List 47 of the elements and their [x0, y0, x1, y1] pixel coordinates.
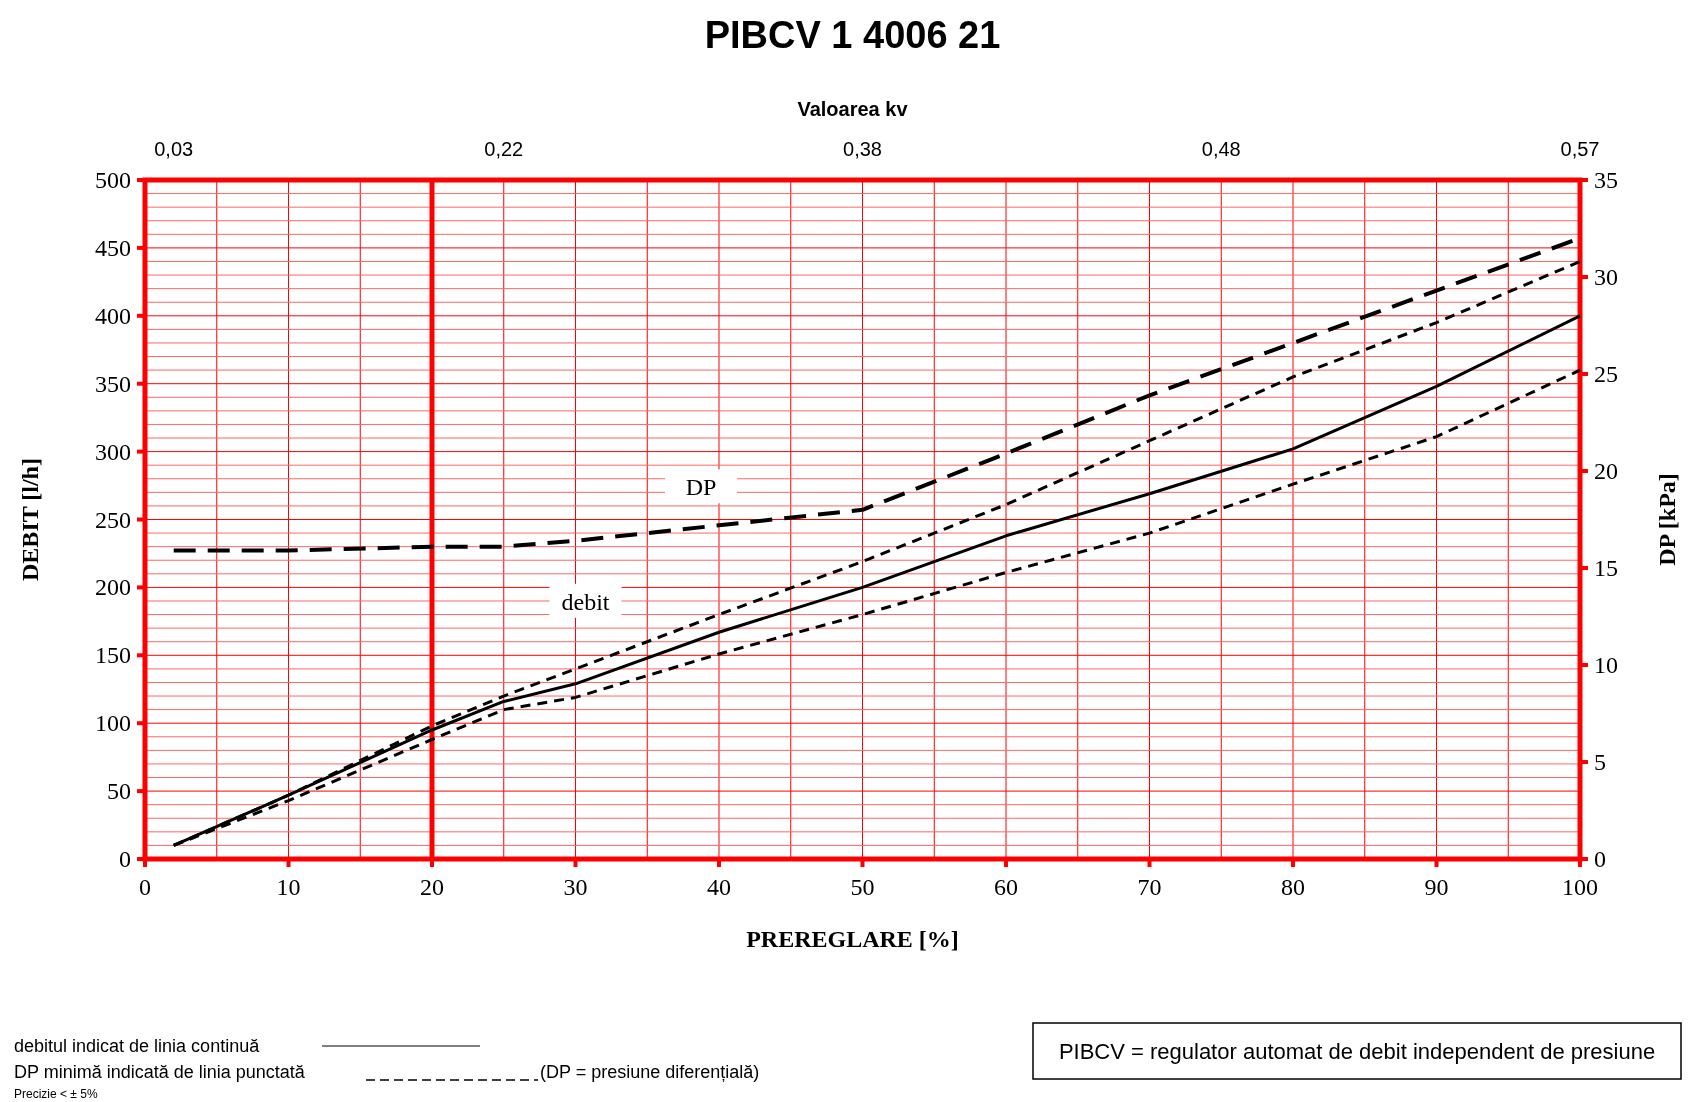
x-tick-label: 0 [139, 874, 151, 900]
text: DP minimă indicată de linia punctată [14, 1062, 306, 1082]
text: (DP = presiune diferențială) [540, 1062, 760, 1082]
y2-tick-label: 0 [1594, 846, 1606, 872]
text: 0,38 [843, 138, 882, 160]
x-tick-label: 30 [563, 874, 588, 900]
y2-tick-label: 5 [1594, 749, 1606, 775]
x-tick-label: 60 [994, 874, 1018, 900]
text: debitul indicat de linia continuă [14, 1036, 261, 1056]
x-tick-label: 100 [1562, 874, 1598, 900]
y-tick-label: 100 [95, 710, 131, 737]
y2-axis-title: DP [kPa] [1654, 473, 1680, 566]
x2-axis-title: Valoarea kv [797, 98, 909, 120]
x-axis-title: PREREGLARE [%] [746, 926, 959, 952]
y-tick-label: 0 [119, 846, 131, 872]
y-tick-label: 450 [95, 234, 131, 261]
x-tick-label: 70 [1137, 874, 1162, 900]
y2-tick-label: 30 [1594, 264, 1618, 290]
chart-title: PIBCV 1 4006 21 [704, 14, 1001, 56]
y-tick-label: 350 [95, 370, 131, 397]
x-tick-label: 10 [276, 874, 301, 900]
y-tick-label: 400 [95, 302, 131, 329]
y2-tick-label: 35 [1594, 167, 1618, 193]
text: PIBCV = regulator automat de debit independent de presiune [1058, 1039, 1656, 1064]
y-tick-label: 50 [107, 778, 131, 805]
series-label: DP [685, 474, 717, 501]
text: 0,57 [1560, 138, 1600, 160]
y2-tick-label: 20 [1594, 458, 1618, 484]
text: Precizie < ± 5% [14, 1087, 98, 1101]
x-tick-label: 50 [850, 874, 875, 900]
x-tick-label: 90 [1424, 874, 1449, 900]
text: 0,03 [154, 138, 194, 160]
text: 0,22 [484, 138, 524, 160]
y2-tick-label: 10 [1594, 652, 1618, 678]
text: debit [561, 588, 610, 615]
text: 0,48 [1201, 138, 1241, 160]
y-tick-label: 200 [95, 574, 131, 601]
y-tick-label: 250 [95, 506, 131, 533]
y2-tick-label: 15 [1594, 555, 1618, 581]
x-tick-label: 80 [1281, 874, 1305, 900]
y-axis-title: DEBIT [l/h] [17, 458, 43, 581]
x-tick-label: 20 [420, 874, 444, 900]
y-tick-label: 500 [95, 167, 131, 193]
y2-tick-label: 25 [1594, 361, 1618, 387]
y-tick-label: 150 [95, 642, 131, 669]
x-tick-label: 40 [707, 874, 731, 900]
y-tick-label: 300 [95, 438, 131, 465]
